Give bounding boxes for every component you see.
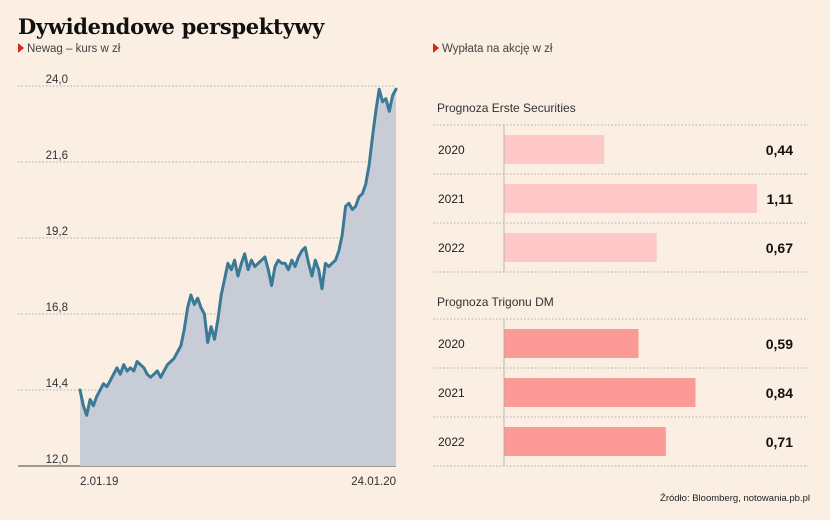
bar-category-label: 2020 <box>438 337 465 351</box>
bar <box>504 184 757 213</box>
y-tick-label: 24,0 <box>46 74 68 86</box>
triangle-marker-icon <box>433 43 439 53</box>
y-tick-label: 19,2 <box>46 226 68 238</box>
bar <box>504 233 657 262</box>
bar-chart-subtitle: Wypłata na akcję w zł <box>433 43 552 55</box>
triangle-marker-icon <box>18 43 24 53</box>
bar-value-label: 0,84 <box>766 385 793 401</box>
bar <box>504 427 666 456</box>
line-chart-subtitle-text: Newag – kurs w zł <box>27 43 121 55</box>
bar-value-label: 0,59 <box>766 336 793 352</box>
group-label: Prognoza Trigonu DM <box>437 295 554 309</box>
bar-chart-subtitle-text: Wypłata na akcję w zł <box>442 43 553 55</box>
line-chart-subtitle: Newag – kurs w zł <box>18 43 120 55</box>
price-line <box>78 87 398 417</box>
group-label: Prognoza Erste Securities <box>437 101 576 115</box>
x-tick-label: 2.01.19 <box>80 476 118 488</box>
chart-title: Dywidendowe perspektywy <box>18 14 325 39</box>
bar-category-label: 2020 <box>438 143 465 157</box>
bar-value-label: 1,11 <box>767 191 794 207</box>
y-tick-label: 14,4 <box>46 378 69 390</box>
y-tick-label: 16,8 <box>46 302 68 314</box>
bar <box>504 378 696 407</box>
bar-category-label: 2022 <box>438 435 465 449</box>
bar-category-label: 2021 <box>438 386 465 400</box>
bar-category-label: 2021 <box>438 192 465 206</box>
bar <box>504 329 639 358</box>
price-area <box>80 89 396 466</box>
source-note: Źródło: Bloomberg, notowania.pb.pl <box>660 493 810 504</box>
y-tick-label: 12,0 <box>46 454 68 466</box>
y-tick-label: 21,6 <box>46 150 68 162</box>
x-tick-label: 24.01.20 <box>351 476 396 488</box>
bar <box>504 135 605 164</box>
bar-category-label: 2022 <box>438 241 465 255</box>
bar-value-label: 0,71 <box>766 434 793 450</box>
bar-value-label: 0,44 <box>766 142 793 158</box>
bar-value-label: 0,67 <box>766 240 793 256</box>
